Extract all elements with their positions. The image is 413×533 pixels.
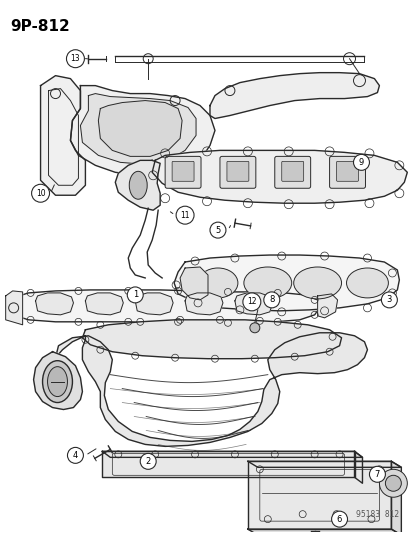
- Polygon shape: [98, 101, 182, 156]
- Polygon shape: [36, 293, 73, 315]
- Text: 1: 1: [132, 290, 138, 300]
- Polygon shape: [9, 290, 319, 323]
- Polygon shape: [135, 293, 173, 315]
- Ellipse shape: [197, 268, 237, 298]
- Polygon shape: [40, 76, 85, 195]
- FancyBboxPatch shape: [219, 156, 255, 188]
- Circle shape: [385, 475, 400, 491]
- Circle shape: [331, 511, 347, 527]
- Polygon shape: [115, 160, 160, 210]
- FancyBboxPatch shape: [281, 161, 303, 181]
- FancyBboxPatch shape: [165, 156, 201, 188]
- Text: 3: 3: [386, 295, 391, 304]
- FancyBboxPatch shape: [336, 161, 358, 181]
- Text: 2: 2: [145, 457, 150, 466]
- Polygon shape: [185, 293, 223, 315]
- Polygon shape: [174, 255, 399, 311]
- Polygon shape: [6, 291, 23, 325]
- Polygon shape: [180, 267, 207, 300]
- Polygon shape: [82, 320, 341, 359]
- Polygon shape: [55, 333, 367, 447]
- Polygon shape: [102, 451, 362, 457]
- Text: 5: 5: [215, 225, 220, 235]
- Text: 11: 11: [180, 211, 190, 220]
- Polygon shape: [33, 352, 82, 409]
- Polygon shape: [80, 94, 196, 164]
- Text: 12: 12: [247, 297, 256, 306]
- Circle shape: [127, 287, 143, 303]
- Ellipse shape: [47, 367, 67, 397]
- Polygon shape: [247, 529, 400, 533]
- Polygon shape: [234, 293, 272, 315]
- Ellipse shape: [243, 267, 291, 299]
- Circle shape: [242, 293, 260, 311]
- Polygon shape: [247, 462, 400, 467]
- Ellipse shape: [293, 267, 341, 299]
- Polygon shape: [152, 150, 406, 203]
- Text: 13: 13: [71, 54, 80, 63]
- Text: 6: 6: [336, 515, 342, 523]
- FancyBboxPatch shape: [172, 161, 194, 181]
- Text: 7: 7: [374, 470, 379, 479]
- Text: 4: 4: [73, 451, 78, 460]
- FancyBboxPatch shape: [274, 156, 310, 188]
- FancyBboxPatch shape: [329, 156, 365, 188]
- Polygon shape: [354, 451, 362, 483]
- Polygon shape: [85, 293, 123, 315]
- Polygon shape: [390, 462, 400, 533]
- Polygon shape: [102, 451, 354, 477]
- Circle shape: [368, 466, 385, 482]
- FancyBboxPatch shape: [226, 161, 248, 181]
- Polygon shape: [317, 294, 337, 318]
- Text: 95183  812: 95183 812: [355, 510, 399, 519]
- Text: 10: 10: [36, 189, 45, 198]
- Text: 8: 8: [268, 295, 274, 304]
- Circle shape: [353, 155, 368, 171]
- Circle shape: [378, 470, 406, 497]
- Ellipse shape: [43, 361, 72, 402]
- Circle shape: [31, 184, 50, 202]
- Circle shape: [176, 206, 194, 224]
- Text: 9P-812: 9P-812: [11, 19, 70, 34]
- Circle shape: [209, 222, 225, 238]
- Circle shape: [249, 323, 259, 333]
- Circle shape: [263, 292, 279, 308]
- Circle shape: [140, 454, 156, 470]
- Polygon shape: [209, 72, 378, 118]
- Circle shape: [66, 50, 84, 68]
- Polygon shape: [247, 462, 390, 529]
- Circle shape: [67, 447, 83, 463]
- Circle shape: [380, 292, 396, 308]
- Text: 9: 9: [358, 158, 363, 167]
- Polygon shape: [70, 86, 214, 175]
- Ellipse shape: [346, 268, 387, 298]
- Ellipse shape: [129, 171, 147, 199]
